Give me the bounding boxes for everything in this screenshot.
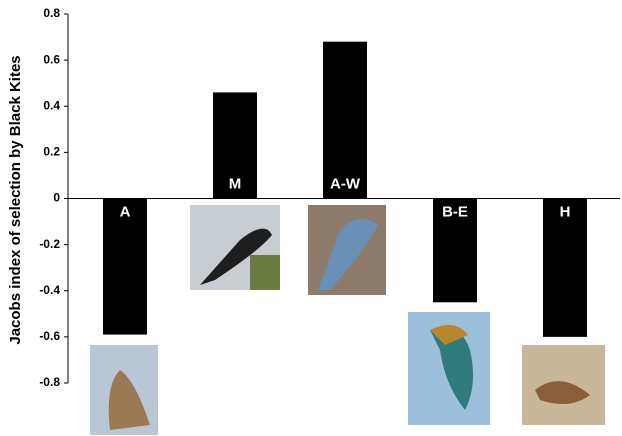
bar	[103, 198, 147, 335]
photo-bird	[318, 218, 378, 290]
photos	[90, 205, 605, 435]
photo-bird	[200, 228, 272, 285]
y-tick-label: 0.4	[43, 98, 60, 112]
y-tick-label: 0	[53, 191, 60, 205]
bar	[543, 198, 587, 337]
bar	[213, 92, 257, 199]
y-tick-label: -0.6	[39, 329, 60, 343]
category-label: A	[120, 203, 131, 220]
photo-bird-head	[430, 325, 468, 345]
category-label: A-W	[330, 175, 361, 192]
category-label: H	[560, 203, 571, 220]
photo-bird	[108, 370, 150, 430]
y-tick-label: -0.8	[39, 375, 60, 389]
y-tick-label: 0.2	[43, 145, 60, 159]
y-tick-label: 0.6	[43, 52, 60, 66]
y-tick-label: 0.8	[43, 6, 60, 20]
category-label: M	[229, 175, 242, 192]
y-tick-label: -0.4	[39, 283, 60, 297]
category-label: B-E	[442, 203, 468, 220]
bar	[433, 198, 477, 303]
photo-bird	[535, 381, 590, 404]
photo-bird	[430, 327, 474, 410]
y-tick-label: -0.2	[39, 237, 60, 251]
bar	[323, 41, 367, 199]
photo-plant	[250, 255, 280, 290]
y-axis-label: Jacobs index of selection by Black Kites	[7, 55, 24, 344]
